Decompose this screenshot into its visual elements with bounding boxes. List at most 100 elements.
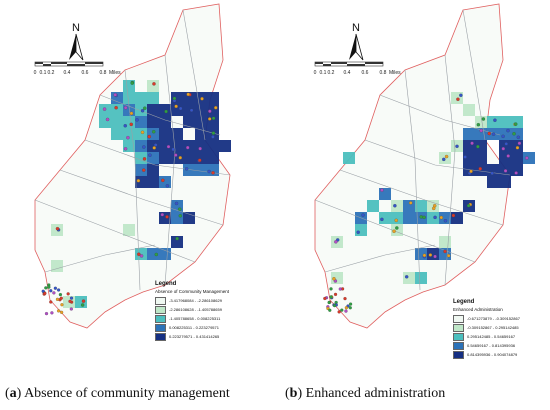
grid-cell — [159, 140, 171, 152]
grid-cell — [207, 152, 219, 164]
point-marker — [50, 311, 54, 315]
point-marker — [525, 156, 529, 160]
north-arrow-icon — [75, 33, 84, 61]
grid-cell — [463, 128, 475, 140]
grid-cell — [463, 104, 475, 116]
legend-subtitle: Enhanced Administration — [453, 307, 503, 312]
grid-cell — [355, 224, 367, 236]
point-marker — [41, 289, 45, 293]
grid-cell — [427, 200, 439, 212]
point-marker — [175, 236, 179, 241]
scale-segment — [43, 64, 51, 66]
grid-cell — [195, 164, 207, 176]
grid-cell — [147, 140, 159, 152]
point-marker — [126, 135, 130, 140]
road-line — [324, 244, 436, 273]
point-marker — [503, 169, 508, 173]
legend-b: Legend Enhanced Administration -0.671273… — [453, 298, 520, 359]
point-marker — [174, 201, 179, 206]
legend-label: -0.309152867 - 0.295142485 — [467, 325, 519, 330]
grid-cell — [403, 200, 415, 212]
grid-cell — [439, 152, 451, 164]
road-line — [182, 9, 206, 141]
point-marker — [517, 141, 522, 145]
point-marker — [184, 167, 189, 171]
scale-segment — [347, 64, 365, 66]
grid-cell — [487, 116, 499, 128]
grid-cell — [135, 164, 147, 176]
north-arrow-a: N — [69, 22, 83, 34]
grid-cell — [499, 152, 511, 164]
grid-cell — [135, 128, 147, 140]
point-marker — [198, 158, 202, 162]
legend-item: 0.814395936 - 0.904074879 — [453, 350, 520, 359]
scale-segment — [51, 62, 67, 64]
north-arrow-icon — [355, 33, 364, 61]
grid-cell — [111, 116, 123, 128]
point-marker — [58, 293, 63, 297]
grid-cell — [403, 272, 415, 284]
legend-swatch — [453, 350, 464, 359]
grid-cell — [159, 176, 171, 188]
point-marker — [152, 82, 156, 86]
grid-cell — [135, 116, 147, 128]
point-marker — [211, 116, 216, 120]
legend-swatch — [453, 332, 464, 341]
point-marker — [329, 287, 333, 291]
legend-item: -2.286108628 - -1.405788659 — [155, 305, 229, 314]
legend-a: Legend Absence of Community Management -… — [155, 280, 229, 341]
legend-label: 0.54659167 - 0.814395936 — [467, 343, 516, 348]
scale-segment — [315, 62, 323, 64]
scale-label: 0.8 — [100, 70, 107, 76]
grid-cell — [147, 92, 159, 104]
point-marker — [148, 153, 152, 157]
point-marker — [142, 157, 147, 161]
legend-swatch — [453, 323, 464, 332]
point-marker — [356, 230, 360, 234]
point-marker — [80, 303, 85, 307]
scale-label: 0.4 — [64, 70, 71, 76]
point-marker — [53, 286, 57, 290]
grid-cell — [123, 224, 135, 236]
point-marker — [69, 296, 74, 300]
point-marker — [55, 297, 60, 301]
grid-cell — [183, 140, 195, 152]
scale-label: Miles — [389, 70, 401, 76]
legend-label: -0.671273879 - -0.309152867 — [467, 316, 520, 321]
north-label: N — [72, 22, 80, 34]
grid-cell — [451, 212, 463, 224]
legend-label: -2.286108628 - -1.405788659 — [169, 307, 222, 312]
point-marker — [361, 213, 365, 217]
grid-cell — [475, 140, 487, 152]
point-marker — [476, 122, 481, 127]
grid-cell — [195, 104, 207, 116]
scale-label: 0.4 — [344, 70, 351, 76]
map-canvas-b: 0 0.1 0.2 0.4 0.6 0.8 Miles — [314, 3, 535, 329]
point-marker — [186, 92, 190, 97]
point-marker — [487, 131, 491, 136]
point-marker — [57, 309, 61, 313]
point-marker — [147, 134, 151, 139]
point-marker — [66, 292, 70, 296]
scale-label: 0.8 — [380, 70, 387, 76]
caption-b: (b) Enhanced administration — [285, 386, 446, 401]
point-marker — [515, 146, 520, 150]
scale-label: 0.2 — [48, 70, 55, 76]
grid-cell — [147, 176, 159, 188]
point-marker — [432, 206, 436, 211]
point-marker — [340, 308, 344, 312]
legend-label: 0.008225311 - 0.223279571 — [169, 325, 219, 330]
grid-cell — [403, 212, 415, 224]
grid-cell — [427, 212, 439, 224]
point-marker — [419, 215, 423, 219]
point-marker — [348, 302, 353, 306]
point-marker — [142, 145, 146, 149]
road-line — [462, 9, 486, 141]
point-marker — [392, 229, 396, 233]
point-marker — [123, 147, 128, 151]
caption-a: (a) Absence of community management — [5, 386, 230, 401]
point-marker — [60, 310, 64, 314]
grid-cell — [463, 152, 475, 164]
legend-swatch — [155, 314, 166, 323]
road-line — [364, 139, 511, 176]
